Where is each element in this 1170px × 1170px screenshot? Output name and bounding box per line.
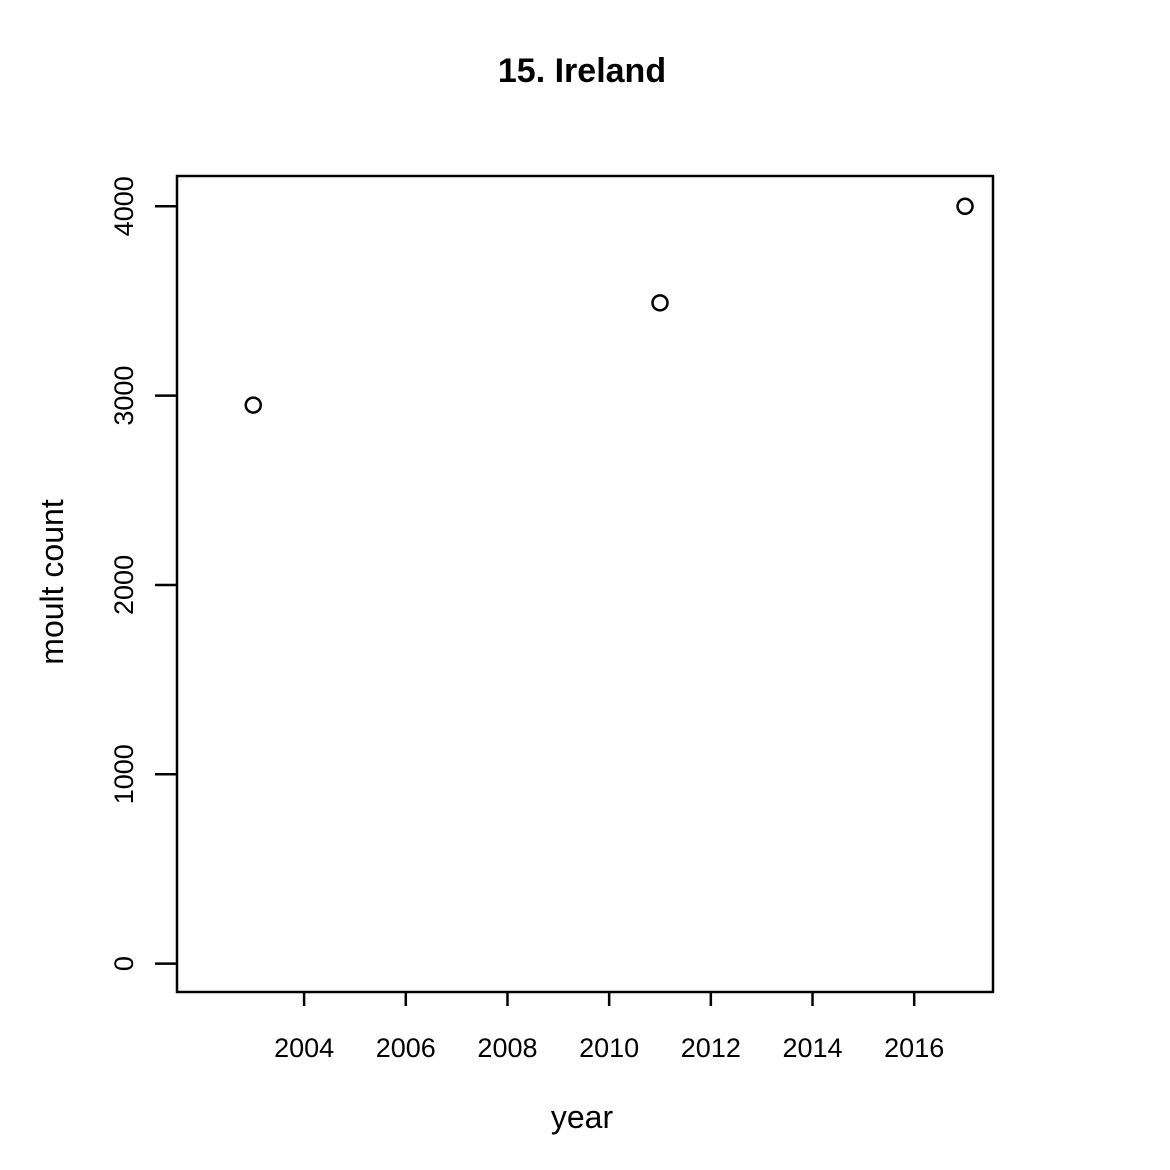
x-tick-label: 2008 [477, 1033, 537, 1063]
data-point [956, 197, 974, 216]
y-tick-label: 1000 [109, 744, 139, 804]
y-tick-label: 4000 [109, 176, 139, 236]
x-tick-label: 2010 [579, 1033, 639, 1063]
x-tick-label: 2012 [681, 1033, 741, 1063]
x-tick-label: 2016 [884, 1033, 944, 1063]
y-tick-label: 2000 [109, 555, 139, 615]
y-axis-label: moult count [34, 499, 70, 665]
data-points [244, 197, 974, 414]
data-point [244, 396, 263, 414]
x-tick-label: 2014 [782, 1033, 842, 1063]
data-point [651, 294, 669, 312]
x-axis: 2004 2006 2008 2010 2012 2014 2016 [274, 992, 944, 1063]
x-axis-label: year [551, 1099, 614, 1135]
y-tick-label: 0 [109, 956, 139, 971]
y-axis: 0 1000 2000 3000 4000 [109, 176, 177, 971]
chart-title: 15. Ireland [498, 52, 666, 90]
x-tick-label: 2004 [274, 1033, 334, 1063]
x-tick-label: 2006 [376, 1033, 436, 1063]
y-tick-label: 3000 [109, 366, 139, 426]
